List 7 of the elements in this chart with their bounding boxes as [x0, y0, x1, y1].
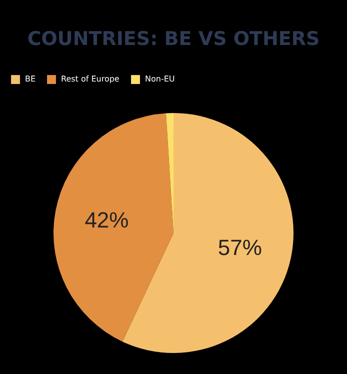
chart-title: COUNTRIES: BE VS OTHERS — [27, 28, 320, 50]
data-label: 42% — [84, 207, 129, 232]
legend-label: Rest of Europe — [61, 74, 120, 84]
pie-slice — [54, 113, 174, 342]
legend-label: BE — [25, 74, 36, 84]
legend-label: Non-EU — [145, 74, 175, 84]
data-label: 57% — [218, 234, 262, 260]
